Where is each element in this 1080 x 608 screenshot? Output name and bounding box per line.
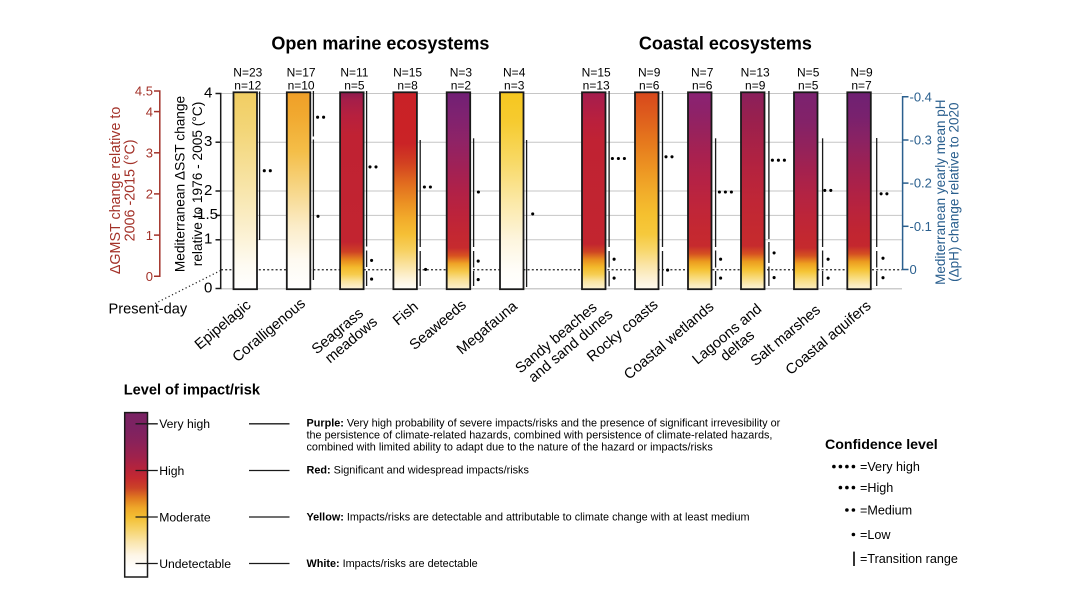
svg-text:N=11: N=11 <box>340 65 368 79</box>
svg-text:Red: Significant and widesprea: Red: Significant and widespread impacts/… <box>307 465 530 477</box>
svg-text:=Medium: =Medium <box>860 503 912 517</box>
svg-text:Undetectable: Undetectable <box>159 557 231 571</box>
svg-text:(ΔpH) change relative to 2020: (ΔpH) change relative to 2020 <box>947 103 962 282</box>
svg-text:N=4: N=4 <box>503 65 526 79</box>
svg-text:-0.4: -0.4 <box>910 89 932 104</box>
svg-text:N=9: N=9 <box>850 65 873 79</box>
svg-text:2: 2 <box>146 187 153 202</box>
svg-text:4: 4 <box>204 84 212 101</box>
svg-text:White: Impacts/risks are detec: White: Impacts/risks are detectable <box>307 558 478 570</box>
svg-text:3: 3 <box>146 146 153 161</box>
svg-text:n=9: n=9 <box>745 79 766 93</box>
svg-text:Purple: Very high probability: Purple: Very high probability of severe … <box>307 417 781 429</box>
svg-text:n=10: n=10 <box>288 79 315 93</box>
svg-text:Coastal ecosystems: Coastal ecosystems <box>639 33 812 53</box>
svg-text:2: 2 <box>204 182 212 199</box>
svg-text:n=7: n=7 <box>851 79 872 93</box>
svg-text:=Transition range: =Transition range <box>860 552 958 566</box>
svg-text:Very high: Very high <box>159 417 210 431</box>
svg-text:N=17: N=17 <box>287 65 316 79</box>
svg-text:N=3: N=3 <box>450 65 473 79</box>
svg-text:n=12: n=12 <box>234 79 261 93</box>
svg-text:-0.1: -0.1 <box>910 219 932 234</box>
svg-text:4.5: 4.5 <box>135 84 153 99</box>
svg-text:N=15: N=15 <box>582 65 611 79</box>
svg-text:0: 0 <box>204 279 212 296</box>
svg-text:Moderate: Moderate <box>159 510 211 524</box>
svg-text:the persistence of climate-rel: the persistence of climate-related hazar… <box>307 429 773 441</box>
svg-text:N=13: N=13 <box>741 65 770 79</box>
svg-text:-0.2: -0.2 <box>910 176 932 191</box>
svg-text:n=6: n=6 <box>692 79 713 93</box>
svg-text:combined with limited ability: combined with limited ability to adapt d… <box>307 441 714 453</box>
svg-text:N=23: N=23 <box>233 65 262 79</box>
svg-text:=Very high: =Very high <box>860 460 920 474</box>
svg-text:1.5: 1.5 <box>197 206 218 223</box>
svg-text:Mediterranean ΔSST change: Mediterranean ΔSST change <box>172 96 187 272</box>
svg-text:0: 0 <box>910 262 917 277</box>
svg-text:n=2: n=2 <box>451 79 472 93</box>
svg-text:n=8: n=8 <box>397 79 418 93</box>
svg-text:N=15: N=15 <box>393 65 422 79</box>
svg-text:N=9: N=9 <box>638 65 661 79</box>
svg-text:Yellow: Impacts/risks are dete: Yellow: Impacts/risks are detectable and… <box>307 512 750 524</box>
svg-text:3: 3 <box>204 133 212 150</box>
svg-text:n=5: n=5 <box>798 79 819 93</box>
svg-text:Mediterranean yearly mean pH: Mediterranean yearly mean pH <box>933 100 948 285</box>
svg-text:4: 4 <box>146 104 153 119</box>
svg-text:=High: =High <box>860 481 893 495</box>
svg-text:Level of impact/risk: Level of impact/risk <box>124 383 261 399</box>
svg-text:N=7: N=7 <box>691 65 714 79</box>
svg-text:1: 1 <box>146 228 153 243</box>
svg-text:1: 1 <box>204 231 212 248</box>
svg-text:n=6: n=6 <box>639 79 660 93</box>
svg-text:0: 0 <box>146 269 153 284</box>
svg-text:n=5: n=5 <box>344 79 365 93</box>
svg-text:Confidence level: Confidence level <box>825 437 938 453</box>
svg-text:-0.3: -0.3 <box>910 133 932 148</box>
svg-text:n=13: n=13 <box>583 79 610 93</box>
svg-text:n=3: n=3 <box>504 79 525 93</box>
svg-text:=Low: =Low <box>860 528 891 542</box>
svg-text:Present-day: Present-day <box>109 302 188 318</box>
svg-text:ΔGMST change relative to: ΔGMST change relative to <box>108 107 124 274</box>
svg-text:Open marine ecosystems: Open marine ecosystems <box>271 33 489 53</box>
svg-text:relative to 1976 - 2005 (°C): relative to 1976 - 2005 (°C) <box>190 102 205 266</box>
svg-text:High: High <box>159 464 184 478</box>
svg-text:2006 -2015 (°C): 2006 -2015 (°C) <box>123 139 139 241</box>
svg-text:N=5: N=5 <box>797 65 820 79</box>
